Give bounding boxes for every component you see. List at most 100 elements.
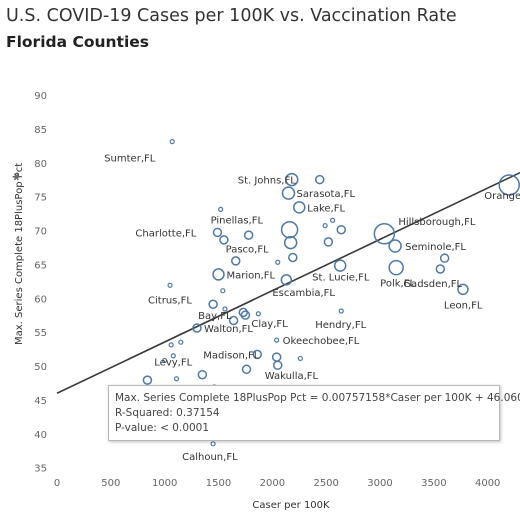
- data-point[interactable]: [439, 253, 450, 263]
- x-tick-label: 2000: [260, 478, 285, 489]
- point-label: Clay,FL: [251, 319, 288, 330]
- axes: 0 500 1000 1500 2000 2500 3000 3500 4000 35 40 45 50…: [34, 91, 500, 489]
- point-label: Hendry,FL: [315, 320, 366, 331]
- data-point[interactable]: [272, 360, 283, 370]
- tooltip-equation: Max. Series Complete 18PlusPop Pct = 0.0…: [115, 392, 520, 404]
- x-tick-label: 1000: [152, 478, 177, 489]
- data-point[interactable]: [220, 288, 226, 294]
- data-point[interactable]: [168, 342, 174, 348]
- data-point[interactable]: [373, 223, 396, 245]
- data-point[interactable]: [284, 172, 299, 187]
- point-label: Madison,FL: [203, 350, 259, 361]
- data-point[interactable]: [457, 283, 469, 296]
- page-subtitle: Florida Counties: [6, 33, 150, 51]
- point-label: Calhoun,FL: [182, 452, 238, 463]
- point-label: Gadsden,FL: [403, 279, 462, 290]
- data-point[interactable]: [275, 259, 281, 265]
- data-point[interactable]: [280, 274, 293, 286]
- trend-line-tooltip: Max. Series Complete 18PlusPop Pct = 0.0…: [108, 385, 520, 441]
- data-point[interactable]: [170, 353, 176, 359]
- data-point[interactable]: [169, 139, 175, 145]
- data-point[interactable]: [281, 186, 296, 200]
- data-point[interactable]: [218, 206, 224, 212]
- data-point[interactable]: [388, 259, 404, 276]
- data-point[interactable]: [241, 364, 252, 375]
- pin-icon[interactable]: ✱: [12, 173, 23, 181]
- x-tick-label: 3500: [421, 478, 446, 489]
- page-title: U.S. COVID-19 Cases per 100K vs. Vaccina…: [6, 6, 457, 26]
- data-point[interactable]: [142, 375, 153, 385]
- data-point[interactable]: [178, 339, 184, 345]
- point-label: Sarasota,FL: [297, 189, 356, 200]
- point-label: Bay,FL: [198, 311, 232, 322]
- data-point[interactable]: [336, 224, 347, 235]
- data-point[interactable]: [173, 376, 180, 382]
- point-label: Orange,FL: [484, 191, 520, 202]
- data-point[interactable]: [388, 239, 402, 253]
- point-label: Citrus,FL: [148, 295, 192, 306]
- data-point[interactable]: [210, 441, 216, 447]
- x-tick-label: 2500: [313, 478, 338, 489]
- tooltip-p-value: P-value: < 0.0001: [115, 422, 210, 434]
- data-point[interactable]: [240, 310, 251, 320]
- data-point[interactable]: [228, 315, 239, 326]
- point-label: Seminole,FL: [405, 242, 466, 253]
- y-tick-label: 50: [34, 362, 47, 373]
- data-point[interactable]: [280, 220, 299, 239]
- data-point[interactable]: [252, 349, 263, 360]
- point-label: Wakulla,FL: [265, 371, 319, 382]
- data-point[interactable]: [330, 217, 336, 223]
- data-point[interactable]: [167, 282, 173, 288]
- points-group: [142, 139, 520, 447]
- y-tick-label: 65: [34, 260, 47, 271]
- y-tick-label: 60: [34, 294, 47, 305]
- trend-line-group: [56, 171, 520, 395]
- point-label: Sumter,FL: [104, 154, 156, 165]
- data-point[interactable]: [274, 337, 280, 343]
- data-point[interactable]: [162, 357, 168, 364]
- data-point[interactable]: [283, 235, 298, 250]
- data-point[interactable]: [297, 355, 303, 362]
- data-point[interactable]: [293, 201, 306, 214]
- point-label: Levy,FL: [154, 358, 192, 369]
- data-point[interactable]: [498, 174, 520, 196]
- data-point[interactable]: [271, 352, 282, 362]
- data-point[interactable]: [243, 230, 254, 240]
- data-point[interactable]: [255, 311, 261, 317]
- data-point[interactable]: [322, 223, 328, 229]
- point-label: Hillsborough,FL: [398, 217, 475, 228]
- data-point[interactable]: [219, 235, 229, 245]
- point-label: Walton,FL: [204, 324, 253, 335]
- y-tick-label: 75: [34, 193, 47, 204]
- x-tick-label: 0: [54, 478, 60, 489]
- x-axis-label: Caser per 100K: [252, 500, 330, 511]
- y-tick-label: 55: [34, 328, 47, 339]
- y-tick-label: 45: [34, 396, 47, 407]
- data-point[interactable]: [197, 369, 208, 380]
- trend-line[interactable]: [56, 171, 520, 395]
- data-point[interactable]: [212, 227, 223, 238]
- point-label: Escambia,FL: [272, 288, 335, 299]
- data-point[interactable]: [212, 268, 225, 281]
- data-point[interactable]: [435, 264, 446, 274]
- data-point[interactable]: [338, 308, 344, 314]
- point-label: Pinellas,FL: [211, 216, 264, 227]
- data-point[interactable]: [288, 252, 298, 263]
- data-point[interactable]: [238, 307, 249, 318]
- y-tick-label: 40: [34, 430, 47, 441]
- data-point[interactable]: [222, 306, 228, 312]
- point-label: Charlotte,FL: [135, 228, 196, 239]
- data-point[interactable]: [230, 256, 241, 266]
- data-point[interactable]: [314, 174, 325, 185]
- point-label: St. Lucie,FL: [312, 273, 370, 284]
- data-point[interactable]: [333, 259, 347, 272]
- x-tick-label: 1500: [206, 478, 231, 489]
- data-point[interactable]: [208, 299, 218, 309]
- y-axis-label: Max. Series Complete 18PlusPop Pct: [14, 163, 25, 345]
- data-point[interactable]: [323, 237, 334, 247]
- data-point[interactable]: [192, 323, 202, 333]
- point-label: Okeechobee,FL: [283, 336, 360, 347]
- tooltip-r-squared: R-Squared: 0.37154: [115, 407, 220, 419]
- y-tick-label: 70: [34, 227, 47, 238]
